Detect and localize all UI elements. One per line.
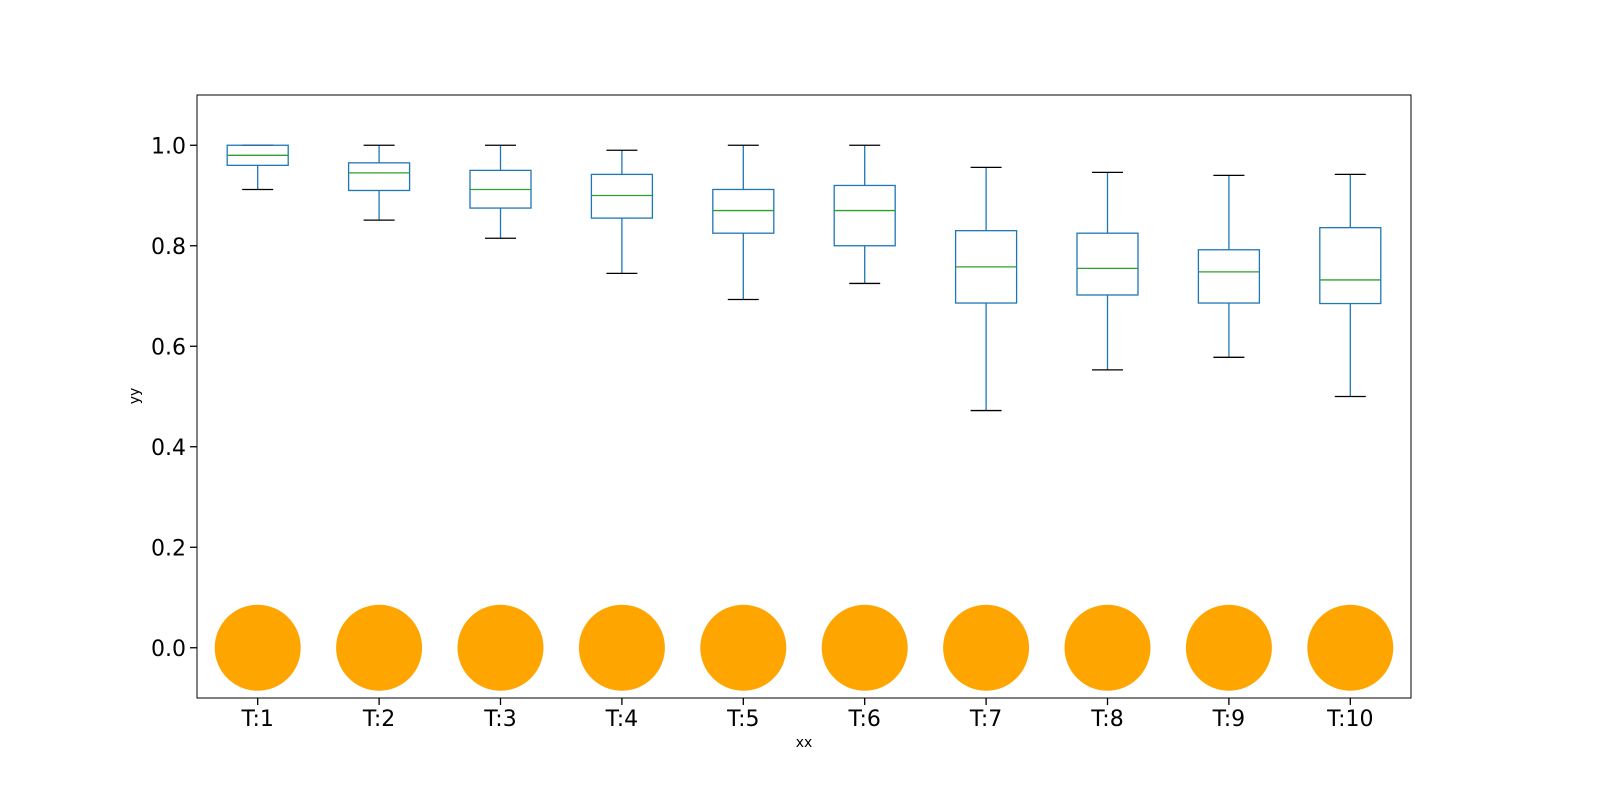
x-tick-label: T:5 [726, 707, 759, 732]
plot-marks [214, 144, 1394, 691]
box-body [590, 173, 654, 219]
point-marker [336, 604, 423, 691]
box-T-9 [1197, 174, 1261, 358]
box-body [1076, 232, 1139, 296]
x-tick-label: T:9 [1212, 707, 1245, 732]
y-tick-label: 1.0 [151, 134, 186, 159]
box-T-1 [226, 144, 289, 191]
x-tick-label: T:4 [605, 707, 638, 732]
point-marker [214, 604, 301, 691]
x-axis-title: xx [796, 735, 813, 751]
box-body [1319, 227, 1382, 305]
x-tick-label: T:7 [969, 707, 1002, 732]
x-tick-label: T:8 [1090, 707, 1123, 732]
point-marker [943, 604, 1030, 691]
x-tick-label: T:1 [240, 707, 273, 732]
x-tick-label: T:10 [1326, 707, 1373, 732]
box-T-6 [833, 144, 896, 285]
x-tick-label: T:6 [847, 707, 880, 732]
box-T-2 [347, 144, 411, 221]
x-tick-label: T:2 [362, 707, 395, 732]
box-body [347, 162, 411, 192]
y-tick-label: 0.2 [151, 536, 186, 561]
y-tick-label: 0.8 [151, 235, 186, 260]
point-marker [1185, 604, 1272, 691]
x-tick-label: T:3 [483, 707, 516, 732]
box-T-3 [469, 144, 532, 239]
point-marker [578, 604, 665, 691]
box-T-7 [954, 166, 1018, 412]
y-tick-label: 0.6 [151, 335, 186, 360]
box-T-10 [1319, 173, 1382, 398]
y-axis-ticks: 0.0 0.2 0.4 0.6 0.8 1.0 [151, 134, 197, 662]
box-T-8 [1076, 171, 1139, 371]
box-T-4 [590, 149, 654, 275]
x-axis-ticks: T:1 T:2 T:3 T:4 T:5 T:6 T:7 T:8 T:9 T:10 [240, 698, 1374, 732]
box-body [712, 188, 775, 234]
point-marker [1064, 604, 1151, 691]
y-tick-label: 0.4 [151, 436, 186, 461]
box-body [833, 184, 896, 247]
y-axis-title: yy [127, 388, 143, 405]
point-marker [457, 604, 544, 691]
point-marker [821, 604, 908, 691]
y-tick-label: 0.0 [151, 637, 186, 662]
plot-frame [196, 94, 1412, 699]
box-body [1197, 249, 1261, 304]
box-T-5 [712, 144, 775, 301]
point-marker [700, 604, 787, 691]
point-marker [1307, 604, 1394, 691]
